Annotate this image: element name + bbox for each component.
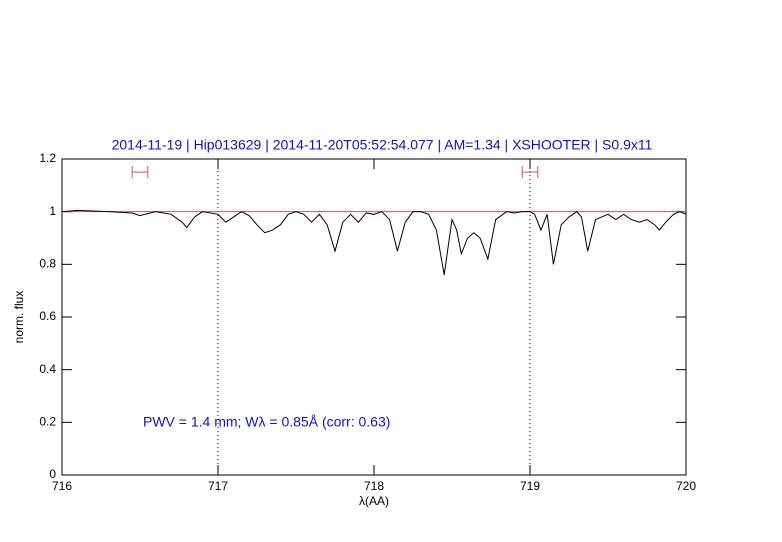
range-marker xyxy=(521,166,539,179)
y-axis-label: norm. flux xyxy=(12,291,26,344)
x-tick-label: 720 xyxy=(676,479,696,493)
range-marker xyxy=(131,166,149,179)
spectrum-line xyxy=(61,209,687,275)
x-tick-label: 719 xyxy=(520,479,540,493)
annotation: PWV = 1.4 mm; Wλ = 0.85Å (corr: 0.63) xyxy=(143,414,390,430)
y-tick-label: 0.4 xyxy=(39,362,56,376)
x-tick-label: 717 xyxy=(208,479,228,493)
y-tick-label: 0.6 xyxy=(39,309,56,323)
x-tick-label: 718 xyxy=(364,479,384,493)
chart-title: 2014-11-19 | Hip013629 | 2014-11-20T05:5… xyxy=(112,137,653,153)
y-tick-label: 1 xyxy=(49,204,56,218)
x-axis-label: λ(AA) xyxy=(359,494,389,508)
x-tick-label: 716 xyxy=(52,479,72,493)
y-tick-label: 0.2 xyxy=(39,415,56,429)
y-tick-label: 1.2 xyxy=(39,151,56,165)
y-tick-label: 0.8 xyxy=(39,257,56,271)
y-tick-label: 0 xyxy=(49,467,56,481)
